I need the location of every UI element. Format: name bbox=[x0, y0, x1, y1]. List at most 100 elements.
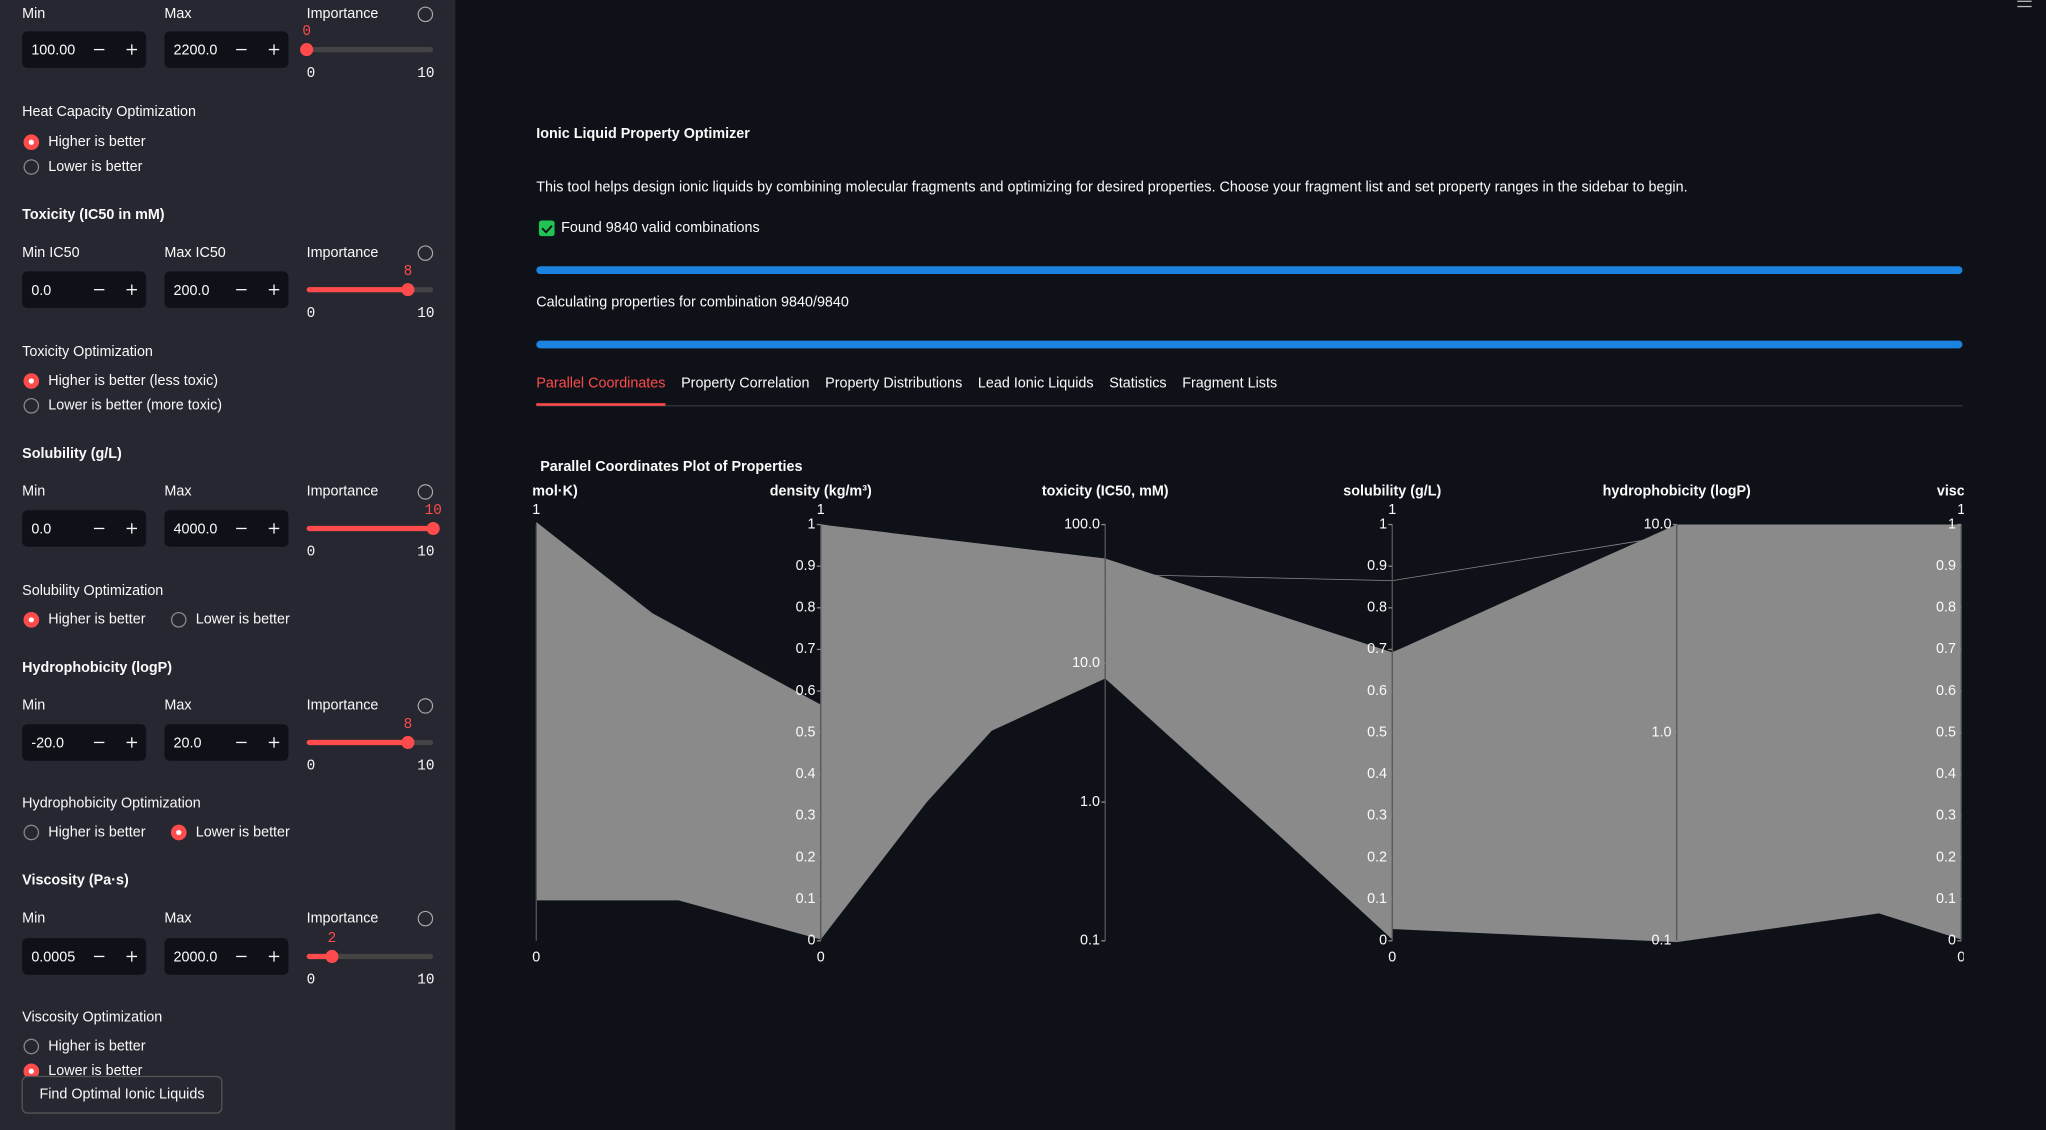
max-input[interactable] bbox=[164, 271, 289, 308]
radio-dot bbox=[176, 829, 182, 836]
radio-option[interactable]: Lower is better bbox=[48, 159, 142, 175]
axis-tick-label: 0.1 bbox=[1652, 933, 1672, 949]
increment-button[interactable] bbox=[268, 284, 280, 295]
help-icon bbox=[417, 910, 434, 927]
max-input[interactable] bbox=[164, 31, 289, 68]
tab[interactable]: Fragment Lists bbox=[1182, 375, 1277, 391]
tab[interactable]: Lead Ionic Liquids bbox=[978, 375, 1094, 391]
slider-track bbox=[306, 46, 434, 53]
increment-button[interactable] bbox=[268, 951, 280, 962]
find-button-label[interactable]: Find Optimal Ionic Liquids bbox=[39, 1087, 204, 1103]
slider-thumb[interactable] bbox=[300, 43, 314, 57]
max-input[interactable] bbox=[164, 724, 289, 761]
axis-label: ity (J/mol·K) bbox=[495, 484, 578, 500]
tab[interactable]: Statistics bbox=[1109, 375, 1166, 391]
radio-option[interactable]: Lower is better bbox=[196, 824, 290, 840]
progress-bar bbox=[536, 266, 1963, 275]
min-label: Min bbox=[22, 6, 45, 22]
menu-icon[interactable] bbox=[2017, 0, 2032, 8]
axis-tick-label: 0.3 bbox=[1367, 808, 1387, 824]
min-input[interactable] bbox=[22, 510, 147, 547]
max-input[interactable] bbox=[164, 938, 289, 975]
radio-option[interactable]: Lower is better (more toxic) bbox=[48, 398, 222, 414]
min-value: -20.0 bbox=[31, 736, 64, 752]
axis-tick-label: 0.8 bbox=[796, 600, 816, 616]
axis-tick-label: 1 bbox=[808, 516, 816, 532]
importance-label: Importance bbox=[307, 484, 379, 500]
axis-range-max: 1 bbox=[817, 502, 825, 518]
optimization-label: Hydrophobicity Optimization bbox=[22, 796, 201, 812]
slider-thumb[interactable] bbox=[401, 283, 415, 297]
max-value: 2000.0 bbox=[174, 950, 218, 966]
axis-label: density (kg/m³) bbox=[770, 484, 872, 500]
axis-tick-label: 0.5 bbox=[796, 724, 816, 740]
tab[interactable]: Property Distributions bbox=[825, 375, 962, 391]
description: This tool helps design ionic liquids by … bbox=[536, 180, 1687, 196]
radio-option[interactable]: Lower is better bbox=[196, 612, 290, 628]
increment-button[interactable] bbox=[126, 284, 138, 295]
axis-tick-label: 0.6 bbox=[796, 683, 816, 699]
axis-tick-label: 1 bbox=[1379, 516, 1387, 532]
axis-range-max: 1 bbox=[1957, 502, 1965, 518]
max-input[interactable] bbox=[164, 510, 289, 547]
axis-tick-label: 0.5 bbox=[1936, 724, 1956, 740]
min-value: 0.0 bbox=[31, 522, 51, 538]
progress-text: Calculating properties for combination 9… bbox=[536, 295, 849, 311]
slider-thumb[interactable] bbox=[401, 735, 415, 749]
help-icon bbox=[417, 245, 434, 261]
slider-fill bbox=[306, 525, 434, 532]
axis-range-min: 0 bbox=[1957, 950, 1965, 966]
slider-thumb[interactable] bbox=[426, 521, 440, 535]
axis-tick-label: 1 bbox=[1948, 516, 1956, 532]
min-input[interactable] bbox=[22, 31, 147, 68]
radio-option[interactable]: Higher is better bbox=[48, 1038, 145, 1054]
radio-dot bbox=[28, 617, 34, 623]
min-value: 0.0 bbox=[31, 283, 51, 299]
min-input[interactable] bbox=[22, 724, 147, 761]
increment-button[interactable] bbox=[268, 523, 280, 534]
radio-option[interactable]: Higher is better (less toxic) bbox=[48, 373, 218, 389]
radio-option[interactable]: Higher is better bbox=[48, 134, 145, 150]
slider-thumb[interactable] bbox=[325, 949, 339, 963]
min-input[interactable] bbox=[22, 938, 147, 975]
radio-button[interactable] bbox=[23, 159, 40, 175]
radio-button[interactable] bbox=[170, 611, 187, 628]
section-heading: Solubility (g/L) bbox=[22, 446, 122, 462]
max-value: 20.0 bbox=[174, 736, 202, 752]
tab[interactable]: Parallel Coordinates bbox=[536, 375, 665, 391]
axis-tick-label: 0 bbox=[1948, 933, 1956, 949]
radio-button[interactable] bbox=[23, 824, 40, 841]
max-label: Max bbox=[164, 6, 192, 22]
success-message: Found 9840 valid combinations bbox=[561, 220, 760, 236]
axis-tick-label: 0.9 bbox=[796, 558, 816, 574]
radio-button[interactable] bbox=[23, 1038, 40, 1055]
radio-dot bbox=[28, 1068, 34, 1074]
radio-button[interactable] bbox=[23, 397, 40, 414]
find-button[interactable] bbox=[21, 1075, 223, 1114]
axis-tick-label: 0.2 bbox=[1367, 849, 1387, 865]
max-label: Max bbox=[164, 698, 192, 714]
axis-tick-label: 0.1 bbox=[796, 891, 816, 907]
increment-button[interactable] bbox=[268, 44, 280, 55]
progress-bar bbox=[536, 340, 1963, 349]
max-value: 4000.0 bbox=[174, 522, 218, 538]
radio-option[interactable]: Lower is better bbox=[48, 1063, 142, 1079]
min-label: Min bbox=[22, 910, 45, 926]
increment-button[interactable] bbox=[268, 737, 280, 748]
help-icon bbox=[417, 484, 434, 500]
slider-value: 8 bbox=[404, 264, 413, 280]
importance-label: Importance bbox=[307, 6, 379, 22]
radio-option[interactable]: Higher is better bbox=[48, 824, 145, 840]
importance-label: Importance bbox=[307, 698, 379, 714]
increment-button[interactable] bbox=[126, 737, 138, 748]
min-value: 100.00 bbox=[31, 43, 75, 59]
slider-max: 10 bbox=[417, 973, 434, 989]
increment-button[interactable] bbox=[126, 523, 138, 534]
min-label: Min IC50 bbox=[22, 245, 79, 261]
radio-dot bbox=[28, 378, 34, 384]
increment-button[interactable] bbox=[126, 44, 138, 55]
tab[interactable]: Property Correlation bbox=[681, 375, 809, 391]
increment-button[interactable] bbox=[126, 951, 138, 962]
radio-option[interactable]: Higher is better bbox=[48, 612, 145, 628]
min-input[interactable] bbox=[22, 271, 147, 308]
